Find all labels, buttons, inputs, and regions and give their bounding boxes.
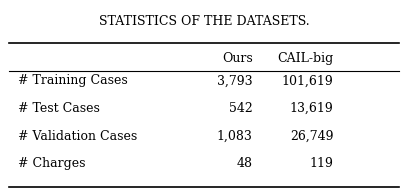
Text: 542: 542 — [229, 102, 253, 115]
Text: 101,619: 101,619 — [282, 74, 334, 87]
Text: 1,083: 1,083 — [217, 130, 253, 142]
Text: STATISTICS OF THE DATASETS.: STATISTICS OF THE DATASETS. — [99, 15, 309, 28]
Text: 26,749: 26,749 — [290, 130, 334, 142]
Text: # Test Cases: # Test Cases — [18, 102, 100, 115]
Text: # Training Cases: # Training Cases — [18, 74, 127, 87]
Text: 3,793: 3,793 — [217, 74, 253, 87]
Text: CAIL-big: CAIL-big — [277, 52, 334, 65]
Text: # Validation Cases: # Validation Cases — [18, 130, 137, 142]
Text: Ours: Ours — [222, 52, 253, 65]
Text: 13,619: 13,619 — [290, 102, 334, 115]
Text: 48: 48 — [237, 157, 253, 170]
Text: # Charges: # Charges — [18, 157, 85, 170]
Text: 119: 119 — [310, 157, 334, 170]
